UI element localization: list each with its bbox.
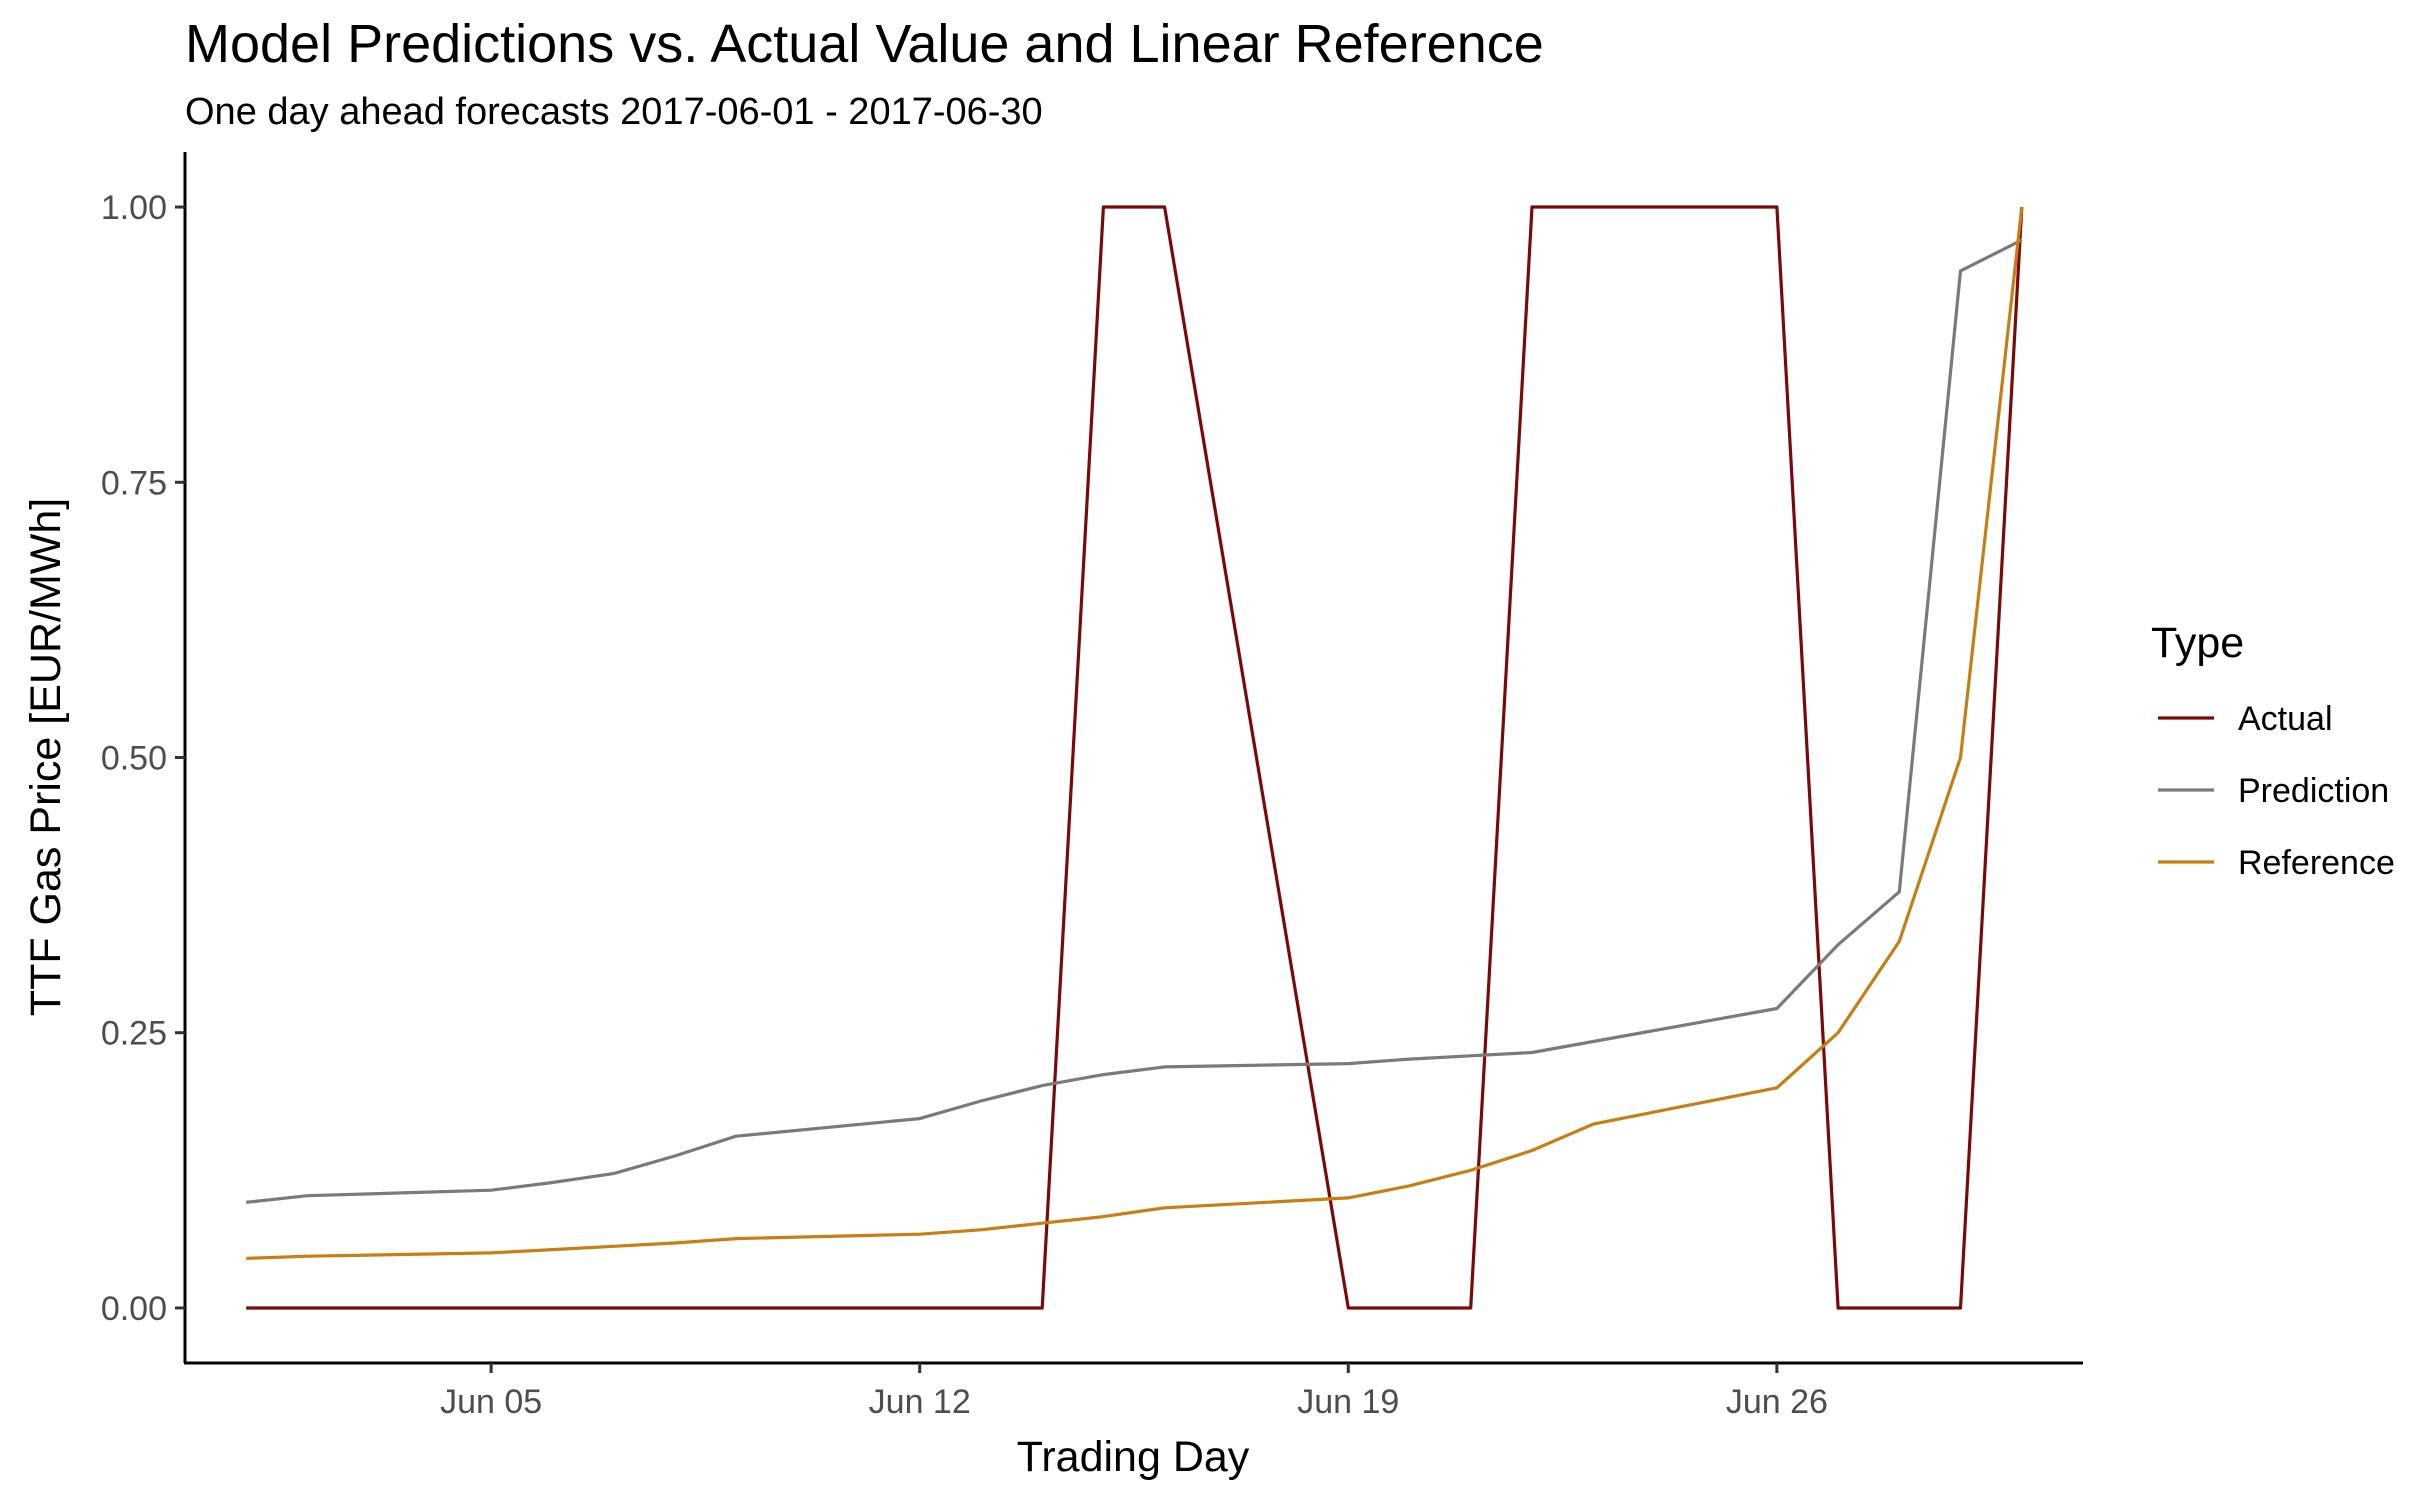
y-tick-label: 0.00 <box>101 1290 167 1328</box>
legend-label-reference: Reference <box>2238 844 2395 882</box>
series-line-prediction <box>246 238 2023 1204</box>
series-line-actual <box>246 205 2024 1310</box>
y-axis-title: TTF Gas Price [EUR/MWh] <box>22 498 70 1016</box>
y-axis-ticks: 0.00 0.25 0.50 0.75 1.00 <box>101 189 185 1328</box>
x-axis-title: Trading Day <box>1017 1433 1250 1481</box>
y-tick-label: 1.00 <box>101 189 167 227</box>
chart-title: Model Predictions vs. Actual Value and L… <box>185 14 1544 74</box>
y-tick-label: 0.75 <box>101 464 167 502</box>
legend-label-actual: Actual <box>2238 700 2333 738</box>
series-line-reference <box>246 206 2024 1260</box>
plot-area: 0.000.250.500.751.00 Jun 05 Jun 12 Jun 19 J… <box>101 152 2083 1421</box>
chart-subtitle: One day ahead forecasts 2017-06-01 - 201… <box>185 91 1043 133</box>
legend-title: Type <box>2151 619 2244 667</box>
x-tick-label: Jun 12 <box>869 1383 971 1421</box>
x-axis-ticks: Jun 05 Jun 12 Jun 19 Jun 26 <box>440 1363 1828 1421</box>
y-tick-label: 0.50 <box>101 740 167 778</box>
legend: Type Actual Prediction Reference <box>2151 619 2395 882</box>
x-tick-label: Jun 19 <box>1297 1383 1399 1421</box>
series-lines <box>246 205 2024 1310</box>
x-tick-label: Jun 05 <box>440 1383 542 1421</box>
legend-label-prediction: Prediction <box>2238 772 2389 810</box>
y-tick-label: 0.25 <box>101 1015 167 1053</box>
x-tick-label: Jun 26 <box>1726 1383 1828 1421</box>
